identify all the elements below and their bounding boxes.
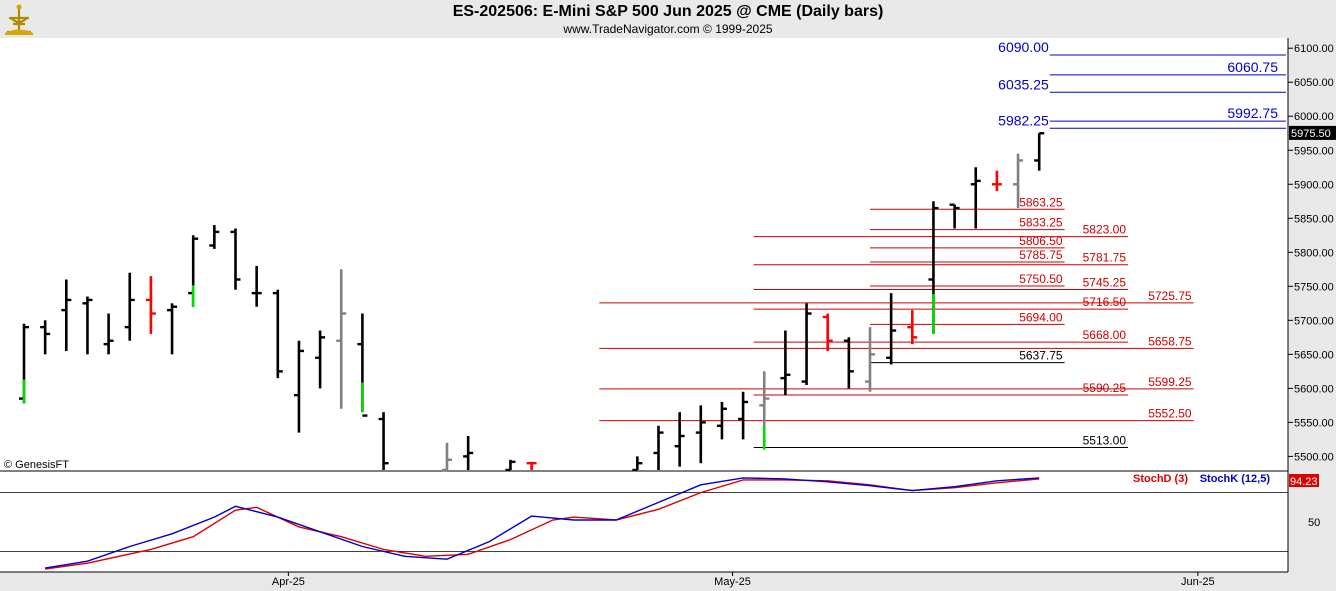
level-label-5552.50: 5552.50 — [1148, 407, 1192, 421]
stoch-tick-label: 50 — [1308, 517, 1320, 529]
x-tick-label: May-25 — [714, 576, 751, 588]
level-label-5781.75: 5781.75 — [1083, 251, 1127, 265]
y-tick-label: 5850.00 — [1294, 213, 1334, 225]
y-tick-label: 5500.00 — [1294, 451, 1334, 463]
copyright-label: © GenesisFT — [4, 459, 69, 471]
last-price-tag — [1289, 125, 1336, 140]
level-label-6090.00: 6090.00 — [998, 39, 1049, 55]
stoch-legend-item: StochK (12,5) — [1200, 473, 1271, 485]
chart-title: ES-202506: E-Mini S&P 500 Jun 2025 @ CME… — [452, 3, 884, 20]
y-tick-label: 5700.00 — [1294, 315, 1334, 327]
level-label-5725.75: 5725.75 — [1148, 289, 1192, 303]
level-label-5750.50: 5750.50 — [1019, 272, 1063, 286]
level-label-5513.00: 5513.00 — [1083, 434, 1127, 448]
y-tick-label: 5900.00 — [1294, 179, 1334, 191]
level-label-5716.50: 5716.50 — [1083, 295, 1127, 309]
level-label-5590.25: 5590.25 — [1083, 381, 1127, 395]
level-label-5982.25: 5982.25 — [998, 112, 1049, 128]
level-label-5785.75: 5785.75 — [1019, 248, 1063, 262]
last-price-label: 5975.50 — [1291, 128, 1331, 140]
level-label-5833.25: 5833.25 — [1019, 216, 1063, 230]
navigator-logo-icon — [2, 2, 36, 36]
y-tick-label: 5650.00 — [1294, 349, 1334, 361]
level-label-6035.25: 6035.25 — [998, 76, 1049, 92]
level-label-5694.00: 5694.00 — [1019, 310, 1063, 324]
y-tick-label: 6000.00 — [1294, 111, 1334, 123]
y-tick-label: 5950.00 — [1294, 145, 1334, 157]
level-label-5668.00: 5668.00 — [1083, 328, 1127, 342]
y-tick-label: 5600.00 — [1294, 383, 1334, 395]
stoch-value-label: 94.23 — [1290, 476, 1318, 488]
level-label-5806.50: 5806.50 — [1019, 234, 1063, 248]
level-label-5823.00: 5823.00 — [1083, 223, 1127, 237]
level-label-5745.25: 5745.25 — [1083, 276, 1127, 290]
stoch-line-d — [45, 478, 1040, 570]
y-tick-label: 6050.00 — [1294, 77, 1334, 89]
level-label-5863.25: 5863.25 — [1019, 195, 1063, 209]
level-label-5658.75: 5658.75 — [1148, 334, 1192, 348]
y-tick-label: 5800.00 — [1294, 247, 1334, 259]
x-tick-label: Jun-25 — [1181, 576, 1215, 588]
level-label-5637.75: 5637.75 — [1019, 349, 1063, 363]
stoch-line-k — [44, 477, 1040, 569]
stoch-value-tag — [1289, 474, 1319, 487]
chart-subtitle: www.TradeNavigator.com © 1999-2025 — [563, 22, 773, 36]
level-label-5599.25: 5599.25 — [1148, 375, 1192, 389]
level-label-5992.75: 5992.75 — [1227, 105, 1278, 121]
level-label-6060.75: 6060.75 — [1227, 59, 1278, 75]
x-tick-label: Apr-25 — [272, 576, 305, 588]
y-tick-label: 5550.00 — [1294, 417, 1334, 429]
y-tick-label: 6100.00 — [1294, 43, 1334, 55]
x-axis-panel — [0, 572, 1336, 591]
y-tick-label: 5750.00 — [1294, 281, 1334, 293]
header-band — [0, 0, 1336, 38]
stoch-legend-item: StochD (3) — [1133, 473, 1188, 485]
